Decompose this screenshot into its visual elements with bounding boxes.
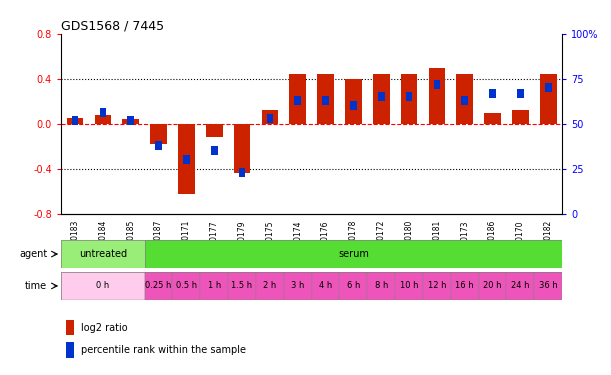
Bar — [434, 80, 440, 88]
Bar — [484, 112, 501, 124]
Bar — [100, 108, 106, 117]
Bar — [66, 342, 74, 358]
Bar — [350, 101, 357, 110]
Bar — [312, 272, 340, 300]
Bar — [478, 272, 507, 300]
Bar — [423, 272, 451, 300]
Bar — [534, 272, 562, 300]
Text: untreated: untreated — [79, 249, 127, 259]
Bar — [378, 92, 384, 101]
Text: 12 h: 12 h — [428, 281, 446, 290]
Bar — [183, 155, 189, 164]
Bar — [545, 83, 552, 92]
Bar — [284, 272, 312, 300]
Bar — [507, 272, 534, 300]
Bar — [540, 74, 557, 124]
Text: 24 h: 24 h — [511, 281, 530, 290]
Bar — [172, 272, 200, 300]
Bar — [512, 110, 529, 124]
Bar — [489, 88, 496, 98]
Bar — [61, 272, 145, 300]
Bar — [145, 240, 562, 268]
Bar — [345, 79, 362, 124]
Text: 8 h: 8 h — [375, 281, 388, 290]
Bar — [200, 272, 228, 300]
Text: 3 h: 3 h — [291, 281, 304, 290]
Text: agent: agent — [19, 249, 47, 259]
Bar — [456, 74, 473, 124]
Bar — [322, 96, 329, 105]
Text: time: time — [25, 281, 47, 291]
Text: percentile rank within the sample: percentile rank within the sample — [81, 345, 246, 355]
Bar — [406, 92, 412, 101]
Bar — [461, 96, 468, 105]
Bar — [266, 114, 273, 123]
Text: 1.5 h: 1.5 h — [232, 281, 252, 290]
Bar — [367, 272, 395, 300]
Bar — [295, 96, 301, 105]
Text: log2 ratio: log2 ratio — [81, 322, 128, 333]
Bar — [178, 124, 195, 194]
Bar — [122, 119, 139, 124]
Bar — [228, 272, 256, 300]
Bar — [67, 118, 83, 124]
Bar — [317, 74, 334, 124]
Text: 0.5 h: 0.5 h — [176, 281, 197, 290]
Bar — [373, 74, 390, 124]
Bar — [451, 272, 478, 300]
Bar — [211, 146, 218, 155]
Bar — [395, 272, 423, 300]
Text: 2 h: 2 h — [263, 281, 277, 290]
Text: GDS1568 / 7445: GDS1568 / 7445 — [61, 20, 164, 33]
Text: 16 h: 16 h — [455, 281, 474, 290]
Bar — [517, 88, 524, 98]
Bar — [428, 68, 445, 124]
Text: 4 h: 4 h — [319, 281, 332, 290]
Text: serum: serum — [338, 249, 369, 259]
Bar — [145, 272, 172, 300]
Bar — [150, 124, 167, 144]
Text: 6 h: 6 h — [346, 281, 360, 290]
Bar — [61, 240, 145, 268]
Bar — [155, 141, 162, 150]
Bar — [290, 74, 306, 124]
Bar — [71, 116, 78, 124]
Bar — [95, 115, 111, 124]
Bar — [340, 272, 367, 300]
Bar — [66, 320, 74, 335]
Bar — [233, 124, 251, 173]
Text: 36 h: 36 h — [539, 281, 558, 290]
Bar — [262, 110, 278, 124]
Bar — [127, 116, 134, 124]
Bar — [206, 124, 222, 137]
Text: 1 h: 1 h — [208, 281, 221, 290]
Bar — [401, 74, 417, 124]
Bar — [239, 168, 246, 177]
Text: 0 h: 0 h — [96, 281, 109, 290]
Bar — [256, 272, 284, 300]
Text: 0.25 h: 0.25 h — [145, 281, 172, 290]
Text: 20 h: 20 h — [483, 281, 502, 290]
Text: 10 h: 10 h — [400, 281, 419, 290]
